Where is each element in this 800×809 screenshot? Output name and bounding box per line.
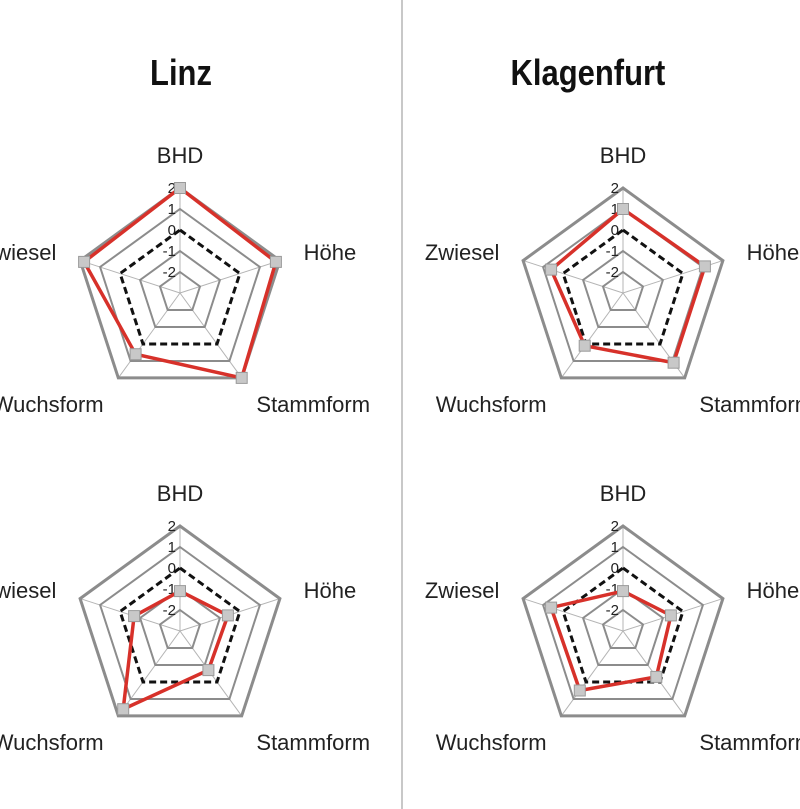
grid-ring--1 [581,249,665,328]
tick-label-0: 0 [168,560,176,577]
spoke-zwiesel [522,598,624,632]
radar-chart-top-right: -2 -1 0 1 2 BHD Höhe Stammform Wuchsform Zwiesel [425,143,800,417]
grid-ring-2 [521,524,725,718]
data-point-zwiesel [545,601,558,614]
column-divider [401,0,403,809]
tick-label-2: 2 [611,180,619,197]
axis-label-stammform: Stammform [699,730,800,755]
tick-label-1: 1 [611,201,619,218]
grid-ring-2 [78,524,282,718]
data-point-wuchsform [573,684,586,697]
spoke-wuchsform [117,292,181,379]
tick-label-0: 0 [611,222,619,239]
data-point-stammform [235,371,248,384]
grid-ring-1 [541,545,705,700]
grid-ring-1 [98,545,262,700]
tick-label-0: 0 [611,560,619,577]
data-point-stammform [667,356,680,369]
tick-label-2: 2 [168,518,176,535]
axis-label-wuchsform: Wuchsform [0,730,104,755]
title-klagenfurt: Klagenfurt [510,52,666,93]
title-linz: Linz [150,52,212,93]
spoke-zwiesel [79,260,181,294]
spoke-wuchsform [117,630,181,717]
data-point-hoehe [269,255,282,268]
radar-chart-bottom-right: -2-1012BHDHöheStammformWuchsformZwiesel [425,481,800,755]
grid-ring--2 [601,608,645,649]
tick-label-2: 2 [168,180,176,197]
series-baseline [118,566,242,684]
axis-label-hoehe: Höhe [304,240,357,265]
tick-label--2: -2 [606,264,619,281]
tick-label--2: -2 [163,602,176,619]
data-point-bhd [617,585,629,598]
series-line [548,206,707,365]
axis-label-stammform: Stammform [256,392,370,417]
data-point-stammform [650,670,663,683]
axis-label-hoehe: Höhe [747,240,800,265]
axis-label-bhd: BHD [600,481,646,506]
axis-label-wuchsform: Wuchsform [0,392,104,417]
data-point-wuchsform [117,703,130,716]
data-point-bhd [174,182,186,194]
grid-ring--2 [158,270,202,311]
axis-label-bhd: BHD [157,481,203,506]
grid-ring-1 [98,207,262,362]
axis-label-zwiesel: Zwiesel [0,240,56,265]
spoke-wuchsform [560,292,624,379]
tick-label-1: 1 [168,539,176,556]
spoke-hoehe [179,260,281,294]
data-point-wuchsform [129,348,142,361]
axis-label-zwiesel: Zwiesel [425,240,500,265]
grid-ring--2 [601,270,645,311]
data-point-bhd [617,203,629,215]
spoke-stammform [179,292,243,379]
grid-ring--1 [581,587,665,666]
axis-label-hoehe: Höhe [304,578,357,603]
data-point-hoehe [221,609,234,622]
data-point-zwiesel [128,610,141,623]
grid-ring--2 [158,608,202,649]
axis-label-zwiesel: Zwiesel [425,578,500,603]
tick-label-1: 1 [611,539,619,556]
axis-label-bhd: BHD [157,143,203,168]
axis-label-stammform: Stammform [699,392,800,417]
tick-label-0: 0 [168,222,176,239]
data-point-bhd [174,585,186,598]
spoke-zwiesel [522,260,624,294]
tick-label-2: 2 [611,518,619,535]
data-point-zwiesel [78,255,91,268]
grid-ring--1 [138,249,222,328]
series-baseline [118,228,242,346]
axis-label-bhd: BHD [600,143,646,168]
tick-label--2: -2 [606,602,619,619]
data-point-hoehe [664,609,677,622]
series-baseline [561,228,685,346]
radar-chart-top-left: -2 -1 0 1 2 BHD Höhe Stammform Wuchsform Zwiesel [0,143,370,417]
tick-label--2: -2 [163,264,176,281]
series-line [548,589,673,693]
tick-label--1: -1 [163,243,176,260]
tick-label-1: 1 [168,201,176,218]
series-line [81,185,278,380]
grid-ring-2 [521,186,725,380]
tick-label--1: -1 [606,243,619,260]
data-point-zwiesel [545,263,558,276]
spoke-wuchsform [560,630,624,717]
axis-label-wuchsform: Wuchsform [436,730,547,755]
radar-chart-bottom-left: -2-1012BHDHöheStammformWuchsformZwiesel [0,481,370,755]
grid-ring--1 [138,587,222,666]
axis-label-zwiesel: Zwiesel [0,578,56,603]
grid-ring-2 [78,186,282,380]
axis-label-wuchsform: Wuchsform [436,392,547,417]
axis-label-hoehe: Höhe [747,578,800,603]
data-point-stammform [202,664,215,677]
series-line [121,589,231,713]
data-point-wuchsform [578,339,591,352]
data-point-hoehe [698,260,711,273]
axis-label-stammform: Stammform [256,730,370,755]
